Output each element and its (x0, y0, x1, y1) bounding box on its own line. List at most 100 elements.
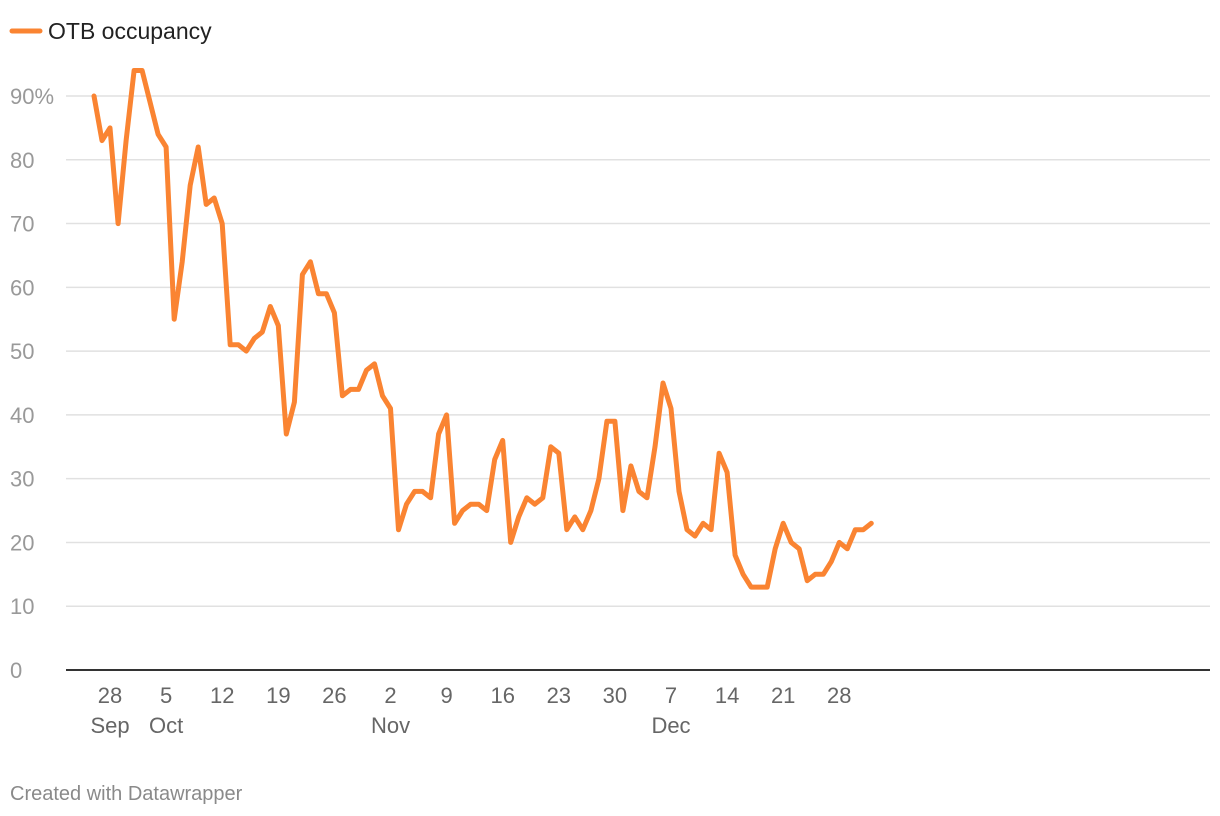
data-point-34 (365, 368, 369, 372)
data-point-47 (469, 502, 473, 506)
data-point-15 (212, 196, 216, 200)
x-tick-label-8: 23 (547, 683, 571, 708)
data-point-27 (308, 260, 312, 264)
y-tick-label-70: 70 (10, 212, 34, 237)
x-tick-label-9: 30 (603, 683, 627, 708)
data-point-16 (220, 222, 224, 226)
data-point-66 (621, 509, 625, 513)
data-point-21 (260, 330, 264, 334)
data-point-79 (725, 470, 729, 474)
data-point-43 (437, 432, 441, 436)
data-point-60 (573, 515, 577, 519)
data-point-44 (445, 413, 449, 417)
data-point-58 (557, 451, 561, 455)
data-point-2 (108, 126, 112, 130)
y-tick-label-50: 50 (10, 339, 34, 364)
y-tick-label-90: 90% (10, 84, 54, 109)
data-point-74 (685, 528, 689, 532)
data-point-19 (244, 349, 248, 353)
x-tick-label-5: 2 (384, 683, 396, 708)
data-point-93 (837, 540, 841, 544)
y-tick-label-30: 30 (10, 467, 34, 492)
data-point-26 (300, 273, 304, 277)
x-tick-label-6: 9 (440, 683, 452, 708)
x-month-label-sep: Sep (90, 713, 129, 738)
x-month-label-oct: Oct (149, 713, 183, 738)
data-point-0 (92, 94, 96, 98)
data-point-5 (132, 69, 136, 73)
data-point-61 (581, 528, 585, 532)
data-point-31 (340, 394, 344, 398)
data-point-71 (661, 381, 665, 385)
data-point-9 (164, 145, 168, 149)
x-axis: 28 Sep 5 Oct 12 19 26 2 Nov 9 16 23 30 7 Dec 14 21 28 (90, 683, 851, 738)
data-point-29 (324, 292, 328, 296)
data-point-82 (749, 585, 753, 589)
data-point-23 (276, 324, 280, 328)
data-point-80 (733, 553, 737, 557)
x-tick-label-3: 19 (266, 683, 290, 708)
data-point-67 (629, 464, 633, 468)
data-point-42 (429, 496, 433, 500)
gridlines (66, 95, 1210, 671)
x-month-label-nov: Nov (371, 713, 410, 738)
data-point-75 (693, 534, 697, 538)
data-point-39 (405, 502, 409, 506)
data-point-62 (589, 509, 593, 513)
y-tick-label-60: 60 (10, 275, 34, 300)
y-tick-label-20: 20 (10, 530, 34, 555)
datawrapper-credit: Created with Datawrapper (10, 783, 243, 805)
data-point-14 (204, 202, 208, 206)
data-point-20 (252, 336, 256, 340)
x-tick-label-7: 16 (490, 683, 514, 708)
data-point-49 (485, 509, 489, 513)
series-line-0 (91, 68, 874, 590)
data-point-94 (845, 547, 849, 551)
data-point-65 (613, 419, 617, 423)
data-point-69 (645, 496, 649, 500)
data-point-91 (821, 572, 825, 576)
data-point-87 (789, 540, 793, 544)
data-point-1 (100, 139, 104, 143)
data-point-33 (357, 387, 361, 391)
y-tick-label-10: 10 (10, 594, 34, 619)
data-point-54 (525, 496, 529, 500)
x-tick-label-11: 14 (715, 683, 739, 708)
y-tick-label-40: 40 (10, 403, 34, 428)
y-tick-label-80: 80 (10, 148, 34, 173)
data-point-72 (669, 407, 673, 411)
data-point-78 (717, 451, 721, 455)
data-point-8 (156, 132, 160, 136)
data-point-92 (829, 560, 833, 564)
y-axis: 0 10 20 30 40 50 60 70 80 90% (10, 84, 54, 683)
data-point-11 (180, 260, 184, 264)
data-point-64 (605, 419, 609, 423)
data-point-70 (653, 445, 657, 449)
data-point-81 (741, 572, 745, 576)
x-tick-label-12: 21 (771, 683, 795, 708)
data-point-51 (501, 438, 505, 442)
data-point-13 (196, 145, 200, 149)
data-point-41 (421, 489, 425, 493)
data-point-76 (701, 521, 705, 525)
data-point-68 (637, 489, 641, 493)
data-point-88 (797, 547, 801, 551)
data-point-4 (124, 139, 128, 143)
data-point-56 (541, 496, 545, 500)
data-point-32 (349, 387, 353, 391)
data-point-17 (228, 343, 232, 347)
data-point-90 (813, 572, 817, 576)
data-point-84 (765, 585, 769, 589)
data-point-97 (869, 521, 873, 525)
x-tick-label-2: 12 (210, 683, 234, 708)
data-point-77 (709, 528, 713, 532)
data-point-59 (565, 528, 569, 532)
y-tick-label-0: 0 (10, 658, 22, 683)
data-point-6 (140, 69, 144, 73)
data-point-73 (677, 489, 681, 493)
data-point-3 (116, 222, 120, 226)
x-tick-label-10: 7 (665, 683, 677, 708)
data-point-18 (236, 343, 240, 347)
data-point-24 (284, 432, 288, 436)
data-point-89 (805, 579, 809, 583)
